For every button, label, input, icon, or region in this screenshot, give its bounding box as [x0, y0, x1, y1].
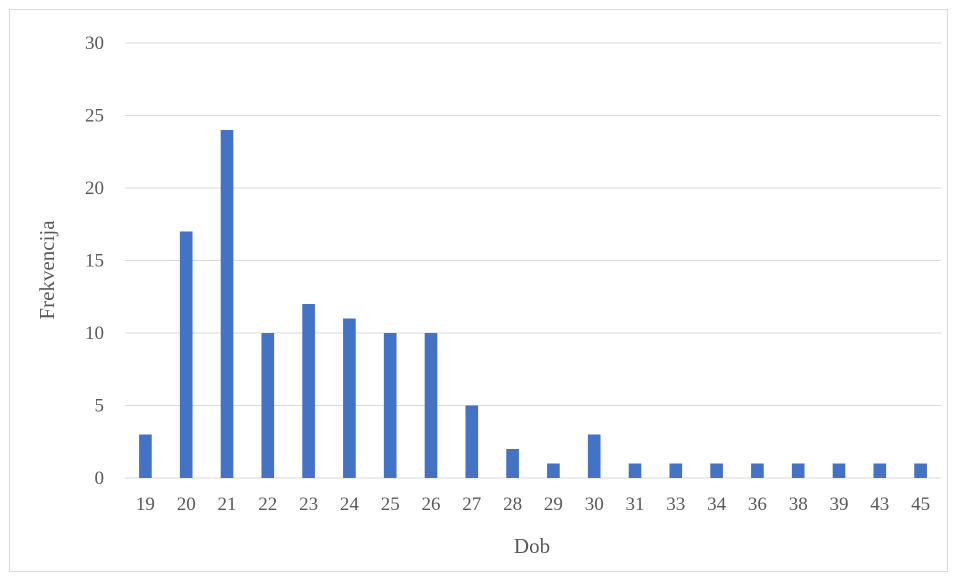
- x-tick-label: 39: [830, 494, 849, 515]
- y-axis-title: Frekvencija: [35, 220, 59, 320]
- bar-43: [873, 463, 887, 478]
- bar-chart: 0 5 10 15 20 25 30 19 20 21 22 23 24 25 26 27 28 29 30 31 3…: [35, 33, 941, 558]
- x-tick-label: 31: [626, 494, 645, 515]
- x-tick-label: 30: [585, 494, 604, 515]
- bar-31: [628, 463, 642, 478]
- x-tick-label: 20: [177, 494, 196, 515]
- bar-23: [302, 304, 315, 478]
- bar-28: [506, 449, 519, 478]
- x-tick-label: 33: [666, 494, 685, 515]
- bar-45: [914, 463, 927, 478]
- y-tick-label: 30: [85, 33, 104, 54]
- y-axis-ticks: 0 5 10 15 20 25 30: [85, 33, 104, 489]
- bar-19: [139, 434, 152, 478]
- x-tick-label: 36: [748, 494, 767, 515]
- bar-30: [587, 434, 601, 478]
- x-tick-label: 28: [503, 494, 522, 515]
- x-tick-label: 26: [422, 494, 441, 515]
- bar-26: [424, 333, 438, 478]
- x-axis-ticks: 19 20 21 22 23 24 25 26 27 28 29 30 31 33 34 36 38 39 43 45: [136, 494, 930, 515]
- bar-27: [465, 405, 479, 478]
- x-tick-label: 43: [870, 494, 889, 515]
- y-tick-label: 0: [95, 468, 105, 489]
- x-tick-label: 34: [707, 494, 727, 515]
- x-tick-label: 25: [381, 494, 400, 515]
- y-tick-label: 10: [85, 323, 104, 344]
- bar-20: [179, 231, 193, 478]
- bar-38: [791, 463, 805, 478]
- y-tick-label: 25: [85, 106, 104, 127]
- x-tick-label: 21: [218, 494, 237, 515]
- bar-34: [710, 463, 723, 478]
- x-axis-title: Dob: [514, 534, 550, 558]
- y-tick-label: 15: [85, 251, 104, 272]
- y-tick-label: 5: [95, 396, 105, 417]
- x-tick-label: 24: [340, 494, 360, 515]
- chart-frame: 0 5 10 15 20 25 30 19 20 21 22 23 24 25 26 27 28 29 30 31 3…: [9, 9, 948, 572]
- x-tick-label: 29: [544, 494, 563, 515]
- x-tick-label: 22: [258, 494, 277, 515]
- bar-29: [547, 463, 560, 478]
- x-tick-label: 23: [299, 494, 318, 515]
- bar-36: [751, 463, 764, 478]
- gridlines: [125, 42, 941, 479]
- x-tick-label: 45: [911, 494, 930, 515]
- bar-25: [383, 333, 397, 478]
- x-tick-label: 38: [789, 494, 808, 515]
- bar-24: [343, 318, 356, 478]
- bars: [139, 130, 927, 478]
- bar-22: [261, 333, 275, 478]
- bar-33: [669, 463, 683, 478]
- y-tick-label: 20: [85, 178, 104, 199]
- bar-21: [220, 130, 234, 478]
- x-tick-label: 19: [136, 494, 155, 515]
- x-tick-label: 27: [462, 494, 481, 515]
- bar-39: [832, 463, 846, 478]
